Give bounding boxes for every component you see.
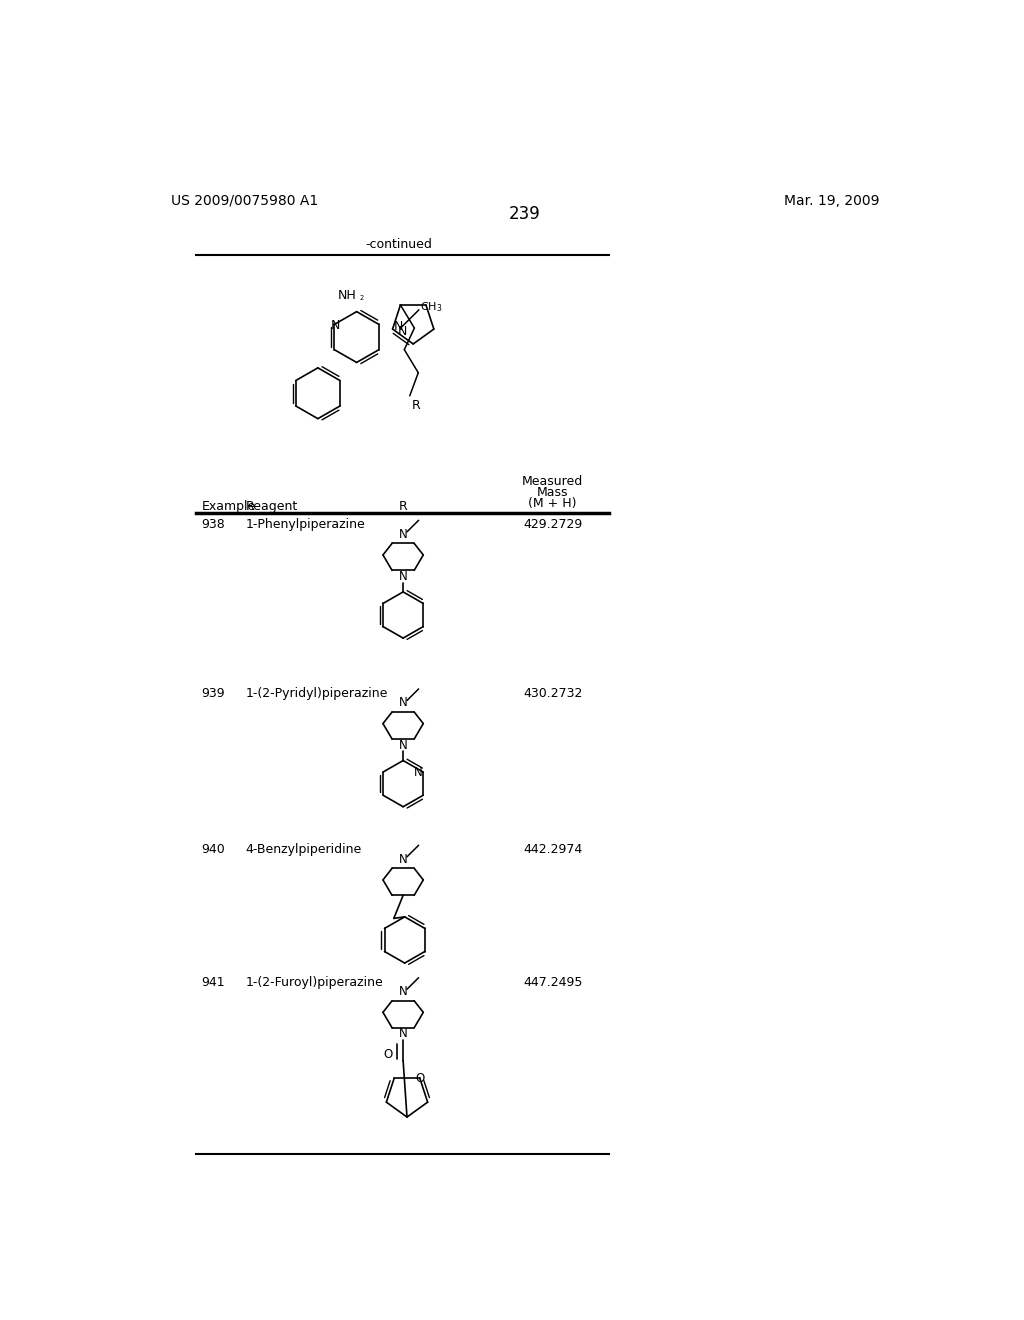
Text: US 2009/0075980 A1: US 2009/0075980 A1 <box>171 194 317 207</box>
Text: N: N <box>398 853 408 866</box>
Text: 1-(2-Pyridyl)piperazine: 1-(2-Pyridyl)piperazine <box>246 686 388 700</box>
Text: 1-(2-Furoyl)piperazine: 1-(2-Furoyl)piperazine <box>246 975 384 989</box>
Text: $_2$: $_2$ <box>359 293 365 302</box>
Text: CH$_3$: CH$_3$ <box>421 301 443 314</box>
Text: N: N <box>394 321 403 333</box>
Text: 239: 239 <box>509 205 541 223</box>
Text: 1-Phenylpiperazine: 1-Phenylpiperazine <box>246 519 366 532</box>
Text: N: N <box>331 319 340 333</box>
Text: N: N <box>398 528 408 541</box>
Text: 447.2495: 447.2495 <box>523 975 583 989</box>
Text: N: N <box>398 739 408 751</box>
Text: Mar. 19, 2009: Mar. 19, 2009 <box>784 194 880 207</box>
Text: 442.2974: 442.2974 <box>523 843 583 857</box>
Text: Measured: Measured <box>522 475 584 488</box>
Text: Reagent: Reagent <box>246 500 298 513</box>
Text: 4-Benzylpiperidine: 4-Benzylpiperidine <box>246 843 362 857</box>
Text: N: N <box>398 696 408 709</box>
Text: 429.2729: 429.2729 <box>523 519 583 532</box>
Text: Example: Example <box>202 500 256 513</box>
Text: O: O <box>415 1072 424 1085</box>
Text: O: O <box>383 1048 392 1061</box>
Text: Mass: Mass <box>537 486 568 499</box>
Text: N: N <box>398 985 408 998</box>
Text: 941: 941 <box>202 975 225 989</box>
Text: 940: 940 <box>202 843 225 857</box>
Text: N: N <box>398 1027 408 1040</box>
Text: (M + H): (M + H) <box>528 496 577 510</box>
Text: N: N <box>397 325 407 338</box>
Text: NH: NH <box>338 289 356 302</box>
Text: N: N <box>398 570 408 583</box>
Text: R: R <box>412 399 420 412</box>
Text: 430.2732: 430.2732 <box>523 686 583 700</box>
Text: R: R <box>398 500 408 513</box>
Text: N: N <box>415 766 423 779</box>
Text: -continued: -continued <box>366 238 433 251</box>
Text: 939: 939 <box>202 686 225 700</box>
Text: 938: 938 <box>202 519 225 532</box>
